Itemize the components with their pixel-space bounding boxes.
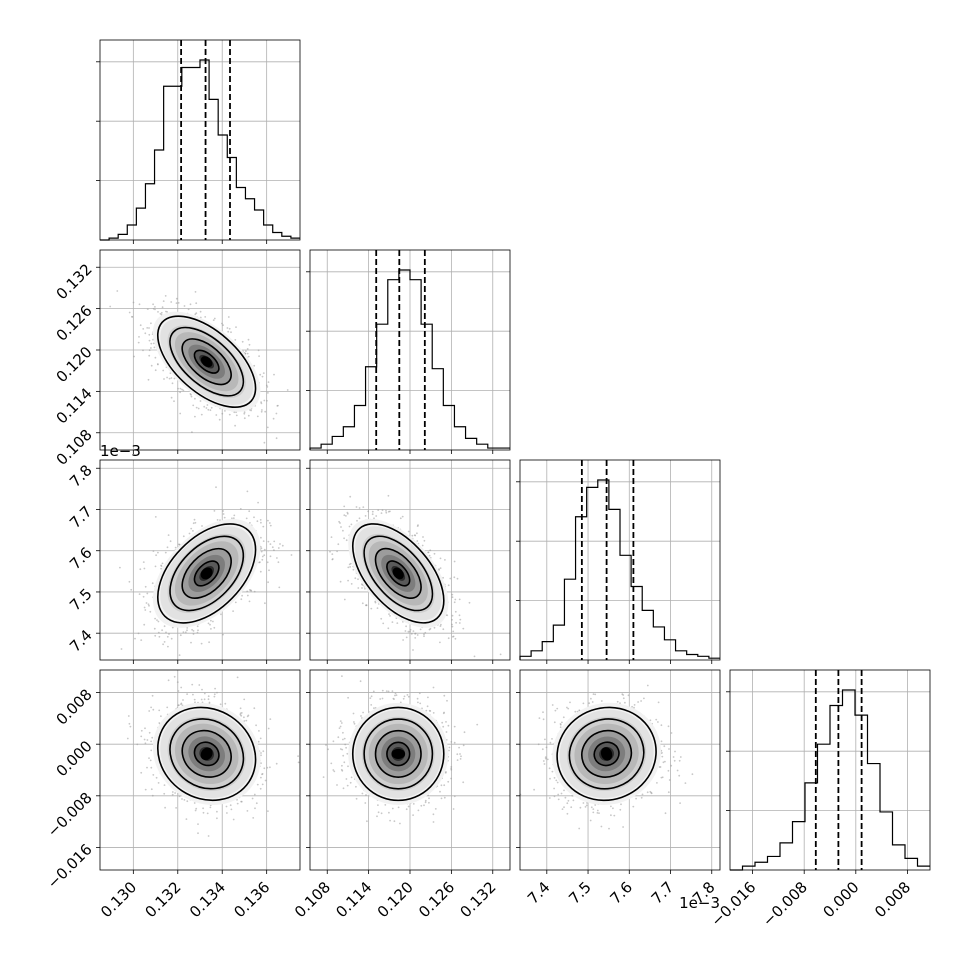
pair-panel-3-2 [516,669,721,874]
contour-line [351,706,445,802]
pair-panel-2-0 [96,459,301,664]
contour-line [581,729,633,778]
contour-line [156,523,257,624]
x-tick-label: 0.120 [374,878,417,921]
hist-frame-3 [729,669,931,871]
x-tick-label: 0.108 [291,878,334,921]
x-tick-label: 0.136 [230,878,273,921]
contour-line [181,547,232,599]
pair-content [310,670,510,870]
y-tick-label: 7.4 [66,626,96,656]
peak-marker [392,567,404,580]
contour-line [363,535,434,612]
pair-content [100,250,300,450]
pair-panel-3-1 [306,669,511,874]
contour-line [181,338,232,386]
y-tick-label: 7.8 [66,461,96,491]
peak-marker [600,747,613,761]
contour-line [386,741,411,767]
pair-content [100,460,300,660]
contour-line [169,718,245,790]
pair-content [310,460,510,660]
x-tick-label: 0.008 [871,878,914,921]
contour-line [169,326,245,397]
contour-line [363,718,434,790]
hist-panel-3 [726,669,931,874]
histogram-0 [100,59,300,241]
y-tick-label: 0.000 [53,737,96,780]
peak-marker [200,747,213,761]
contour-line [156,706,257,802]
hist-panel-2 [516,459,721,664]
x-tick-label: 0.132 [456,878,499,921]
x-tick-label: 7.7 [648,878,678,908]
contour-line [593,741,620,767]
contour-line [374,547,422,599]
x-tick-label: 0.000 [820,878,863,921]
contour-line [169,535,245,612]
pair-frame-3-0 [99,669,301,871]
y-tick-label: −0.016 [44,840,96,892]
peak-marker [200,356,213,368]
contour-line [556,706,657,802]
y-tick-label: 7.7 [66,502,96,532]
x-offset-label: 1e−3 [679,894,720,912]
x-tick-label: −0.008 [759,878,811,930]
contour-line [156,315,257,409]
peak-marker [391,748,406,760]
y-tick-label: 7.6 [66,544,96,574]
x-tick-label: 0.114 [332,878,375,921]
y-tick-label: 0.126 [53,302,96,345]
y-tick-label: 0.132 [53,260,96,303]
hist-panel-0 [96,39,301,244]
y-tick-label: 0.008 [53,686,96,729]
contour-line [351,523,445,624]
y-tick-label: −0.008 [44,789,96,841]
y-tick-label: 7.5 [66,585,96,615]
histogram-1 [309,269,510,450]
pair-content [520,670,720,870]
pair-frame-2-0 [99,459,301,661]
contour-line [568,718,645,790]
contour-line [181,729,232,778]
x-tick-label: 7.4 [524,878,554,908]
x-tick-label: 0.132 [142,878,185,921]
contour-line [193,741,220,767]
hist-frame-0 [99,39,301,241]
hist-panel-1 [306,249,511,454]
x-tick-label: 0.134 [186,878,229,921]
pair-panel-2-1 [306,459,511,664]
y-offset-label: 1e−3 [100,442,141,460]
x-tick-label: 0.130 [97,878,140,921]
pair-panel-1-0 [96,249,301,454]
x-tick-label: 7.5 [565,878,595,908]
hist-frame-2 [519,459,721,661]
peak-marker [200,567,213,580]
pair-content [100,670,300,870]
x-tick-label: 7.6 [607,878,637,908]
contour-line [193,560,220,587]
histogram-2 [519,479,720,660]
pair-frame-3-2 [519,669,721,871]
histogram-3 [730,689,930,871]
y-tick-label: 0.108 [53,426,96,469]
contour-line [374,729,422,778]
y-tick-label: 0.120 [53,343,96,386]
contour-line [386,560,411,587]
x-tick-label: 0.126 [415,878,458,921]
pair-panel-3-0 [96,669,301,874]
y-tick-label: 0.114 [53,384,96,427]
contour-line [193,349,220,374]
